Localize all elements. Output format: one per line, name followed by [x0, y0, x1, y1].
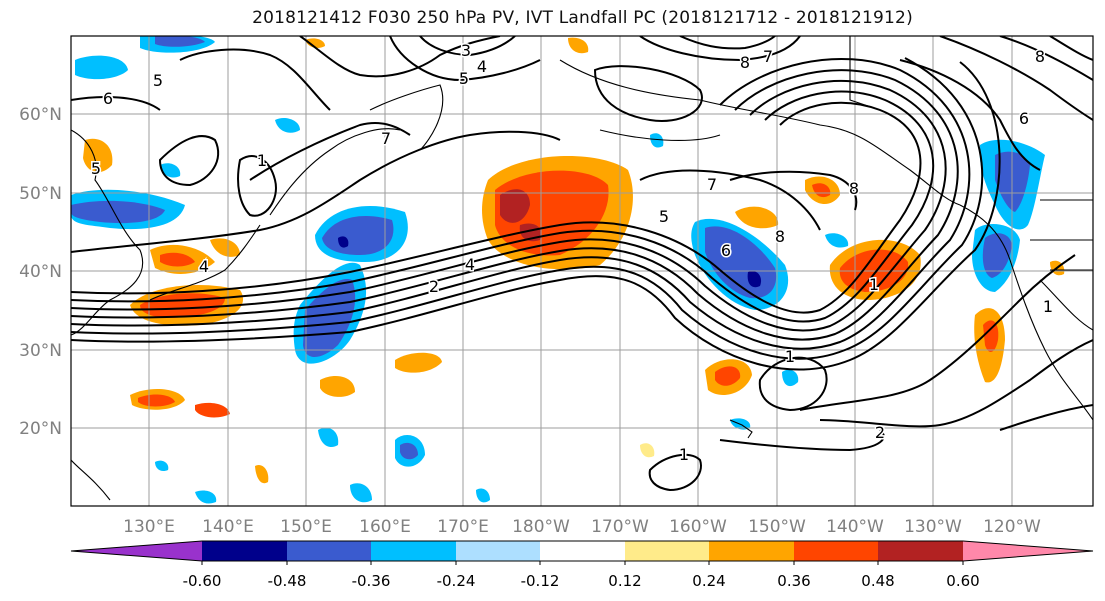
lat-label-40n: 40°N [19, 262, 62, 282]
contour-label: 6 [1019, 109, 1029, 128]
lon-label: 130°W [904, 517, 962, 537]
chart-title: 2018121412 F030 250 hPa PV, IVT Landfall… [252, 8, 913, 28]
contour-label: 7 [707, 175, 717, 194]
lon-label: 160°E [359, 517, 411, 537]
contour-label: 1 [869, 275, 879, 294]
colorbar-segments [70, 540, 1094, 562]
contour-label: 6 [103, 89, 113, 108]
colorbar-segment [540, 541, 625, 561]
colorbar-segment [878, 541, 963, 561]
lon-label: 180°W [512, 517, 570, 537]
contour-label: 3 [461, 41, 471, 60]
colorbar-segment [794, 541, 878, 561]
colorbar-tick-label: 0.48 [861, 572, 894, 590]
colorbar-tick-label: 0.60 [946, 572, 979, 590]
colorbar-tick-label: 0.12 [608, 572, 641, 590]
contour-label: 4 [199, 257, 209, 276]
lat-label-20n: 20°N [19, 419, 62, 439]
contour-label: 7 [763, 47, 773, 66]
contour-label: 8 [740, 53, 750, 72]
colorbar-segment [371, 541, 456, 561]
north-america-coast [959, 204, 1093, 421]
contour-label: 4 [477, 57, 487, 76]
contour-label: 7 [381, 129, 391, 148]
kamchatka-coast [369, 84, 444, 151]
contour-label: 1 [257, 151, 267, 170]
contour-label: 5 [153, 71, 163, 90]
contour-label: 2 [875, 423, 885, 442]
graticule [71, 36, 1093, 506]
asia-coast [71, 129, 144, 336]
lon-label: 170°E [437, 517, 489, 537]
colorbar: -0.60 -0.48 -0.36 -0.24 -0.12 0.12 0.24 0.36 0.4… [70, 540, 1094, 590]
lon-label: 130°E [123, 517, 175, 537]
colorbar-tick-label: -0.12 [521, 572, 560, 590]
colorbar-tick-label: -0.60 [183, 572, 222, 590]
colorbar-segment [709, 541, 794, 561]
contour-label: 5 [91, 159, 101, 178]
contour-label: 8 [775, 227, 785, 246]
lat-label-50n: 50°N [19, 184, 62, 204]
contour-label: 2 [429, 277, 439, 296]
colorbar-segment-extend-min [71, 541, 202, 561]
colorbar-tick-label: 0.36 [777, 572, 810, 590]
colorbar-segment [202, 541, 287, 561]
colorbar-tick-label: -0.24 [437, 572, 476, 590]
colorbar-segment [287, 541, 371, 561]
lat-label-30n: 30°N [19, 341, 62, 361]
colorbar-segment [625, 541, 709, 561]
colorbar-tick-label: -0.48 [268, 572, 307, 590]
contour-lines [71, 36, 1093, 492]
colorbar-segment-extend-max [963, 541, 1093, 561]
contour-labels: 3 4 5 5 6 8 7 8 6 5 7 1 4 4 2 7 5 6 8 1 … [89, 40, 1054, 466]
colorbar-ticks: -0.60 -0.48 -0.36 -0.24 -0.12 0.12 0.24 0.36 0.4… [183, 561, 980, 590]
lon-label: 160°W [669, 517, 727, 537]
contour-label: 1 [785, 347, 795, 366]
contour-label: 4 [465, 255, 475, 274]
contour-label: 1 [679, 445, 689, 464]
latitude-axis: 60°N 50°N 40°N 30°N 20°N [19, 105, 62, 439]
contour-label: 8 [1035, 47, 1045, 66]
hawaii [729, 419, 753, 439]
longitude-axis: 130°E 140°E 150°E 160°E 170°E 180°W 170°… [123, 517, 1041, 537]
contour-label: 8 [849, 179, 859, 198]
map-frame [70, 35, 1094, 507]
contour-label: 6 [721, 241, 731, 260]
lon-label: 150°E [280, 517, 332, 537]
contour-label: 5 [659, 207, 669, 226]
lon-label: 120°W [983, 517, 1041, 537]
lon-label: 140°E [202, 517, 254, 537]
lat-label-60n: 60°N [19, 105, 62, 125]
lon-label: 150°W [748, 517, 806, 537]
positive-anomaly-dateline-peak [500, 189, 530, 223]
colorbar-segment [456, 541, 540, 561]
colorbar-tick-label: -0.36 [352, 572, 391, 590]
contour-label: 1 [1043, 297, 1053, 316]
contour-label: 5 [459, 69, 469, 88]
colorbar-tick-label: 0.24 [692, 572, 725, 590]
alaska-coast [559, 59, 961, 206]
lon-label: 170°W [591, 517, 649, 537]
lon-label: 140°W [826, 517, 884, 537]
